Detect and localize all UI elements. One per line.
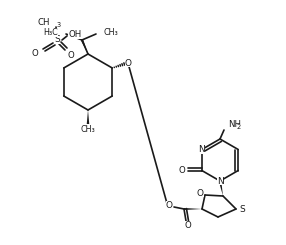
Text: S: S bbox=[54, 36, 60, 45]
Text: N: N bbox=[198, 145, 205, 154]
Text: N: N bbox=[217, 176, 223, 185]
Text: S: S bbox=[239, 205, 245, 213]
Polygon shape bbox=[87, 110, 89, 124]
Text: CH₃: CH₃ bbox=[81, 125, 95, 135]
Text: O: O bbox=[196, 188, 204, 197]
Polygon shape bbox=[81, 39, 88, 54]
Text: O: O bbox=[67, 51, 74, 61]
Text: NH: NH bbox=[228, 121, 241, 130]
Text: H₃C: H₃C bbox=[43, 28, 58, 37]
Text: O: O bbox=[125, 59, 132, 68]
Text: O: O bbox=[178, 166, 185, 175]
Text: O: O bbox=[32, 49, 38, 59]
Text: CH₃: CH₃ bbox=[104, 28, 119, 37]
Text: O: O bbox=[166, 201, 172, 210]
Text: O: O bbox=[185, 221, 191, 231]
Text: 3: 3 bbox=[57, 22, 61, 28]
Polygon shape bbox=[219, 181, 223, 196]
Text: CH: CH bbox=[37, 19, 50, 27]
Text: 2: 2 bbox=[237, 124, 241, 130]
Text: OH: OH bbox=[68, 30, 82, 39]
Polygon shape bbox=[184, 208, 202, 210]
